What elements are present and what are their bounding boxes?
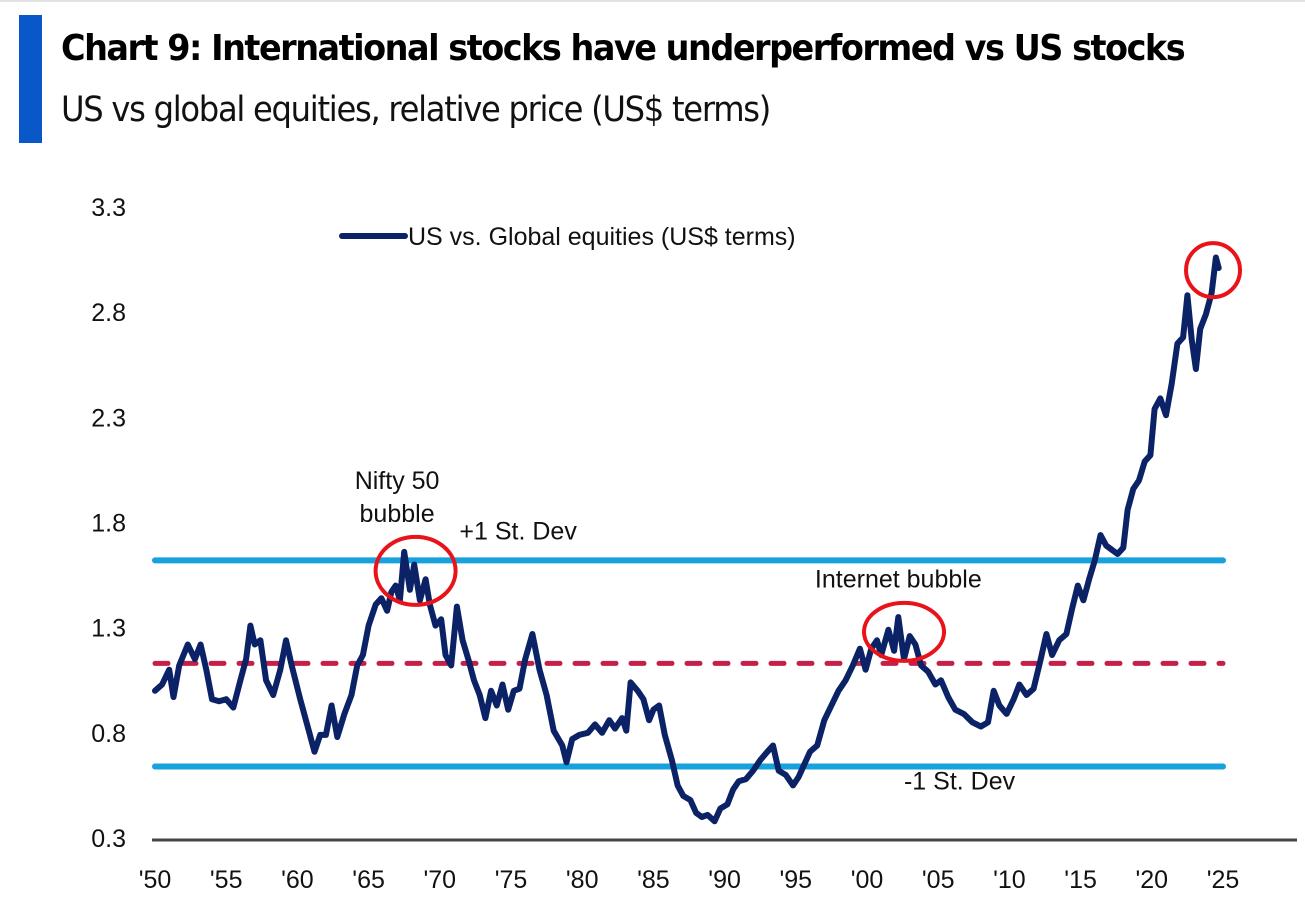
x-tick-label: '60 <box>281 866 314 894</box>
x-tick-label: '70 <box>424 866 457 894</box>
annotations: Nifty 50 bubble Internet bubble +1 St. Dev -… <box>355 467 1016 796</box>
x-tick-label: '95 <box>780 866 813 894</box>
chart-subtitle: US vs global equities, relative price (U… <box>61 90 771 130</box>
x-tick-label: '80 <box>566 866 599 894</box>
x-tick-label: '05 <box>922 866 955 894</box>
y-tick-label: 1.3 <box>91 615 126 643</box>
y-tick-label: 2.8 <box>91 299 126 327</box>
x-tick-label: '15 <box>1064 866 1097 894</box>
internet-bubble-peak-circle <box>862 600 947 663</box>
highlight-circles <box>373 241 1243 663</box>
reference-lines <box>152 557 1226 770</box>
internet-bubble-annotation: Internet bubble <box>815 566 982 594</box>
plus-1-stdev-label: +1 St. Dev <box>459 517 577 545</box>
annotation-line: bubble <box>360 500 435 528</box>
chart-title: Chart 9: International stocks have under… <box>61 28 1186 69</box>
x-tick-label: '85 <box>637 866 670 894</box>
y-axis-ticks: 0.3 0.8 1.3 1.8 2.3 2.8 3.3 <box>91 194 126 853</box>
annotation-line: +1 St. Dev <box>459 517 577 545</box>
series-group <box>152 254 1222 825</box>
x-tick-label: '75 <box>495 866 528 894</box>
x-tick-label: '55 <box>210 866 243 894</box>
legend: US vs. Global equities (US$ terms) <box>339 223 796 251</box>
y-tick-label: 3.3 <box>91 194 126 222</box>
nifty-50-annotation: Nifty 50 bubble <box>355 467 440 528</box>
latest-peak-circle <box>1184 241 1243 300</box>
x-tick-label: '90 <box>708 866 741 894</box>
x-tick-label: '50 <box>139 866 172 894</box>
y-tick-label: 0.8 <box>91 720 126 748</box>
x-axis-ticks: '50 '55 '60 '65 '70 '75 '80 '85 '90 '95 '00 '05 '10 '… <box>139 866 1240 894</box>
series-line-us-vs-global <box>152 254 1222 825</box>
annotation-line: Nifty 50 <box>355 467 440 495</box>
x-tick-label: '65 <box>352 866 385 894</box>
x-tick-label: '10 <box>993 866 1026 894</box>
nifty-50-peak-circle <box>373 534 458 607</box>
title-accent-bar <box>19 15 42 143</box>
y-tick-label: 1.8 <box>91 510 126 538</box>
top-border <box>0 0 1305 2</box>
legend-label: US vs. Global equities (US$ terms) <box>408 223 796 251</box>
x-tick-label: '20 <box>1136 866 1169 894</box>
y-tick-label: 0.3 <box>91 825 126 853</box>
x-tick-label: '00 <box>851 866 884 894</box>
annotation-line: -1 St. Dev <box>904 768 1016 796</box>
y-tick-label: 2.3 <box>91 404 126 432</box>
annotation-line: Internet bubble <box>815 566 982 594</box>
minus-1-stdev-label: -1 St. Dev <box>904 768 1016 796</box>
x-tick-label: '25 <box>1207 866 1240 894</box>
